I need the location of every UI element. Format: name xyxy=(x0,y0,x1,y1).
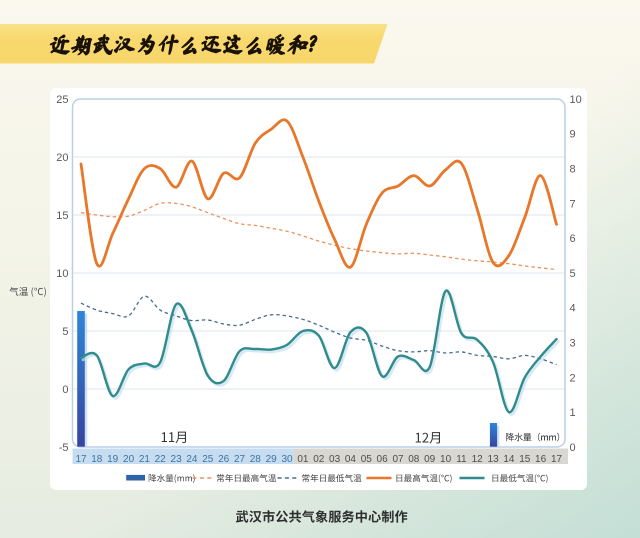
svg-text:25: 25 xyxy=(202,454,214,465)
svg-text:02: 02 xyxy=(313,454,325,465)
svg-text:29: 29 xyxy=(266,454,278,465)
svg-text:11: 11 xyxy=(456,454,467,465)
svg-text:9: 9 xyxy=(570,129,576,141)
svg-text:7: 7 xyxy=(570,198,576,210)
svg-text:04: 04 xyxy=(345,454,357,465)
svg-text:0: 0 xyxy=(570,442,576,454)
svg-text:20: 20 xyxy=(123,454,135,465)
svg-text:8: 8 xyxy=(570,164,576,176)
svg-text:05: 05 xyxy=(361,454,373,465)
svg-text:08: 08 xyxy=(408,454,420,465)
svg-text:10: 10 xyxy=(56,268,68,280)
svg-text:25: 25 xyxy=(56,94,68,106)
svg-text:17: 17 xyxy=(75,454,87,465)
svg-text:07: 07 xyxy=(392,454,404,465)
svg-text:5: 5 xyxy=(62,326,68,338)
svg-text:4: 4 xyxy=(570,303,576,315)
svg-text:28: 28 xyxy=(250,454,262,465)
svg-text:-5: -5 xyxy=(59,442,69,454)
svg-text:23: 23 xyxy=(171,454,183,465)
svg-text:27: 27 xyxy=(234,454,246,465)
svg-text:22: 22 xyxy=(155,454,167,465)
svg-text:3: 3 xyxy=(570,338,576,350)
svg-text:21: 21 xyxy=(139,454,151,465)
svg-text:03: 03 xyxy=(329,454,341,465)
svg-text:15: 15 xyxy=(56,210,68,222)
svg-text:5: 5 xyxy=(570,268,576,280)
svg-text:1: 1 xyxy=(570,407,576,419)
svg-text:12: 12 xyxy=(472,454,484,465)
svg-text:2: 2 xyxy=(570,372,576,384)
svg-text:10: 10 xyxy=(570,94,582,106)
svg-text:06: 06 xyxy=(377,454,389,465)
svg-text:17: 17 xyxy=(551,454,563,465)
svg-text:01: 01 xyxy=(297,454,309,465)
svg-text:24: 24 xyxy=(186,454,198,465)
svg-text:09: 09 xyxy=(424,454,436,465)
svg-text:30: 30 xyxy=(281,454,293,465)
svg-text:6: 6 xyxy=(570,233,576,245)
svg-text:16: 16 xyxy=(535,454,547,465)
svg-text:13: 13 xyxy=(488,454,500,465)
svg-text:19: 19 xyxy=(107,454,119,465)
svg-text:15: 15 xyxy=(519,454,531,465)
svg-text:20: 20 xyxy=(56,152,68,164)
svg-text:18: 18 xyxy=(91,454,103,465)
svg-text:14: 14 xyxy=(503,454,515,465)
svg-text:10: 10 xyxy=(440,454,452,465)
svg-text:0: 0 xyxy=(62,384,68,396)
svg-text:26: 26 xyxy=(218,454,230,465)
